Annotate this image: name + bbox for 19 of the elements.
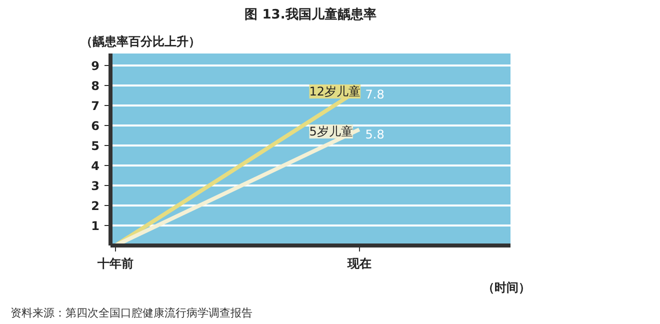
y-tick-label: 8 — [91, 79, 100, 93]
y-tick-label: 2 — [91, 199, 100, 213]
data-label: 7.8 — [365, 88, 384, 102]
data-label: 5.8 — [365, 128, 384, 142]
y-tick-label: 1 — [91, 219, 100, 233]
y-tick-label: 6 — [91, 119, 100, 133]
y-tick-label: 9 — [91, 59, 100, 73]
x-axis-title: （时间） — [482, 280, 530, 294]
y-tick-label: 5 — [91, 139, 100, 153]
y-tick-label: 4 — [91, 159, 100, 173]
text: 资料来源：第四次全国口腔健康流行病学调查报告 — [10, 306, 252, 320]
y-axis-title: （龋患率百分比上升） — [80, 34, 200, 48]
chart-title: 图 13.我国儿童龋患率 — [244, 6, 376, 22]
x-tick-label: 十年前 — [96, 256, 134, 270]
x-tick-label: 现在 — [346, 256, 372, 270]
y-tick-label: 7 — [91, 99, 100, 113]
series-label: 5岁儿童 — [309, 124, 353, 138]
y-tick-label: 3 — [91, 179, 100, 193]
series-label: 12岁儿童 — [309, 84, 361, 98]
